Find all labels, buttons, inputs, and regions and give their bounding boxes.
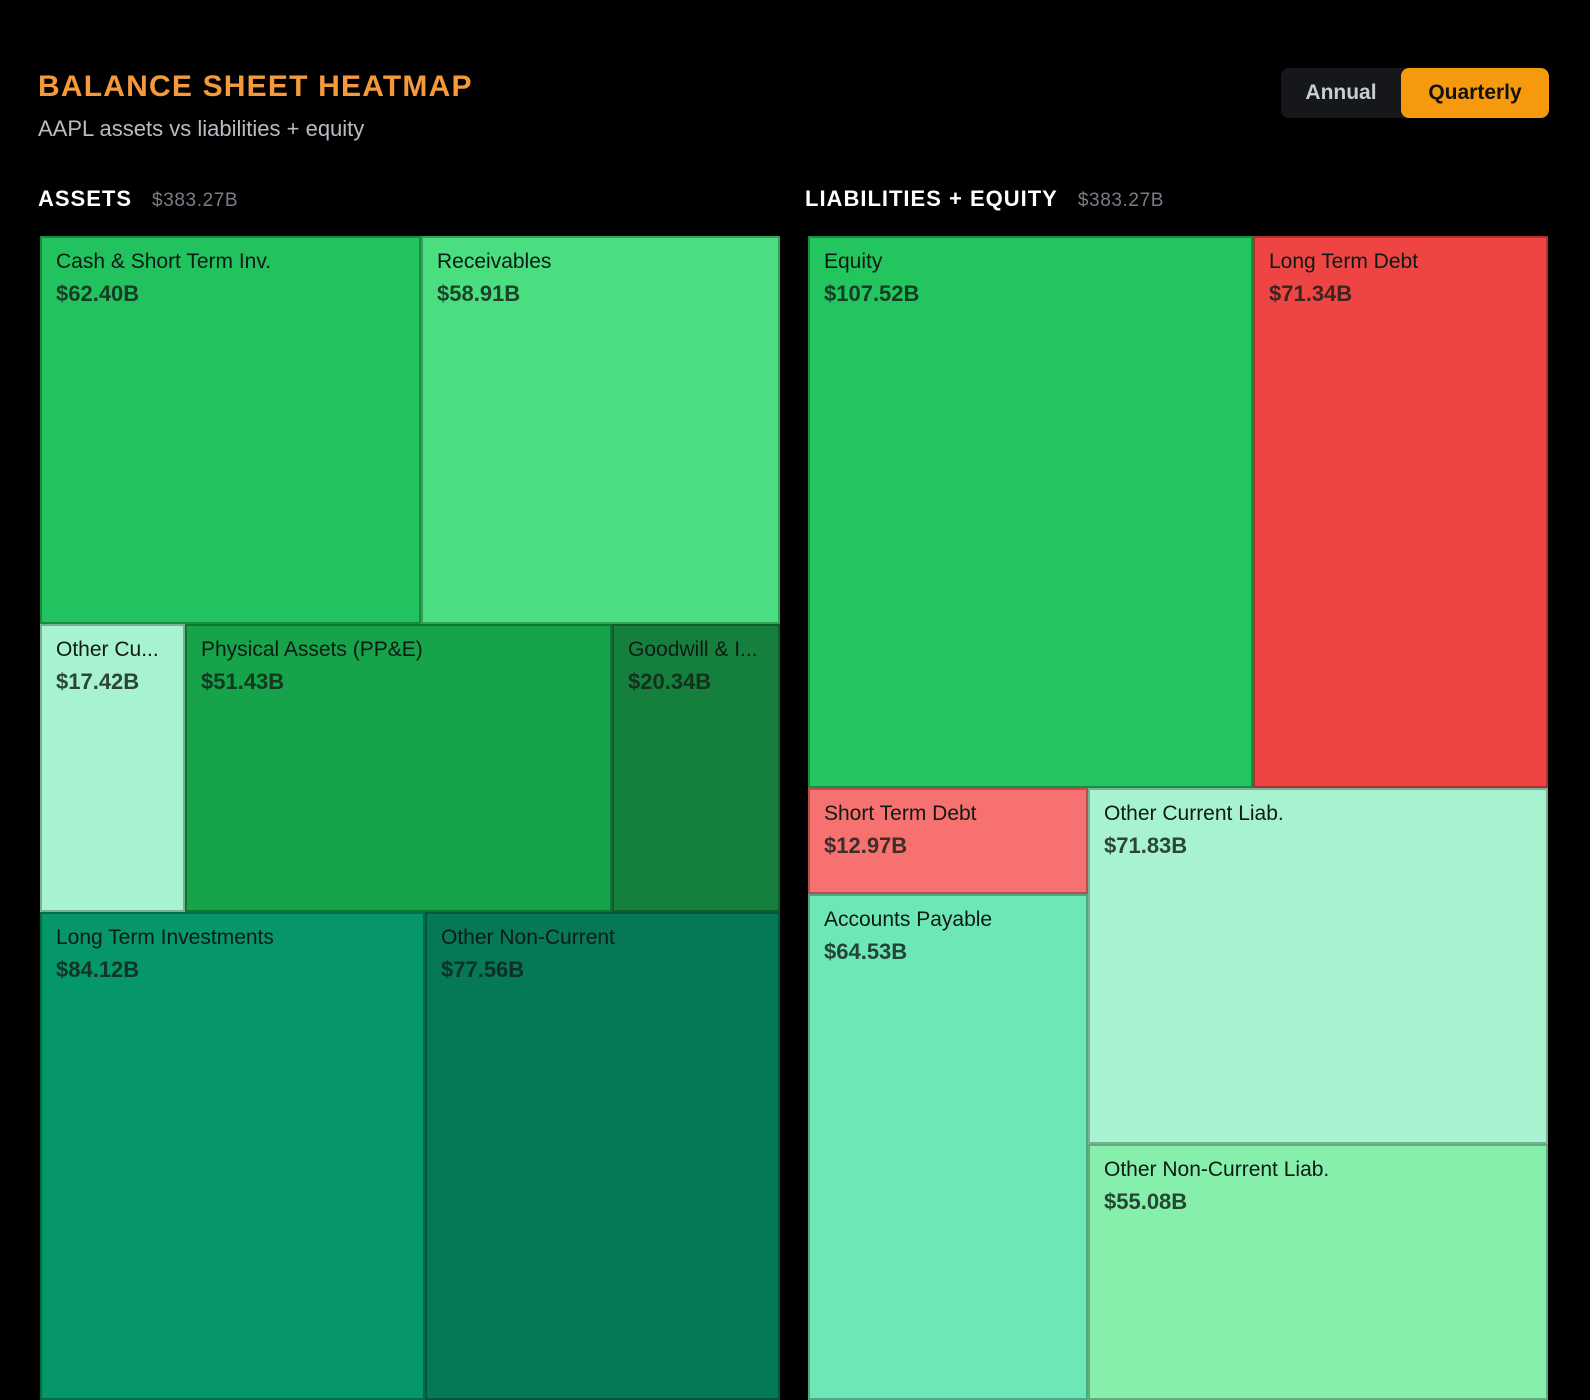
tile-value: $55.08B xyxy=(1104,1189,1188,1214)
tile-value: $71.34B xyxy=(1269,281,1353,306)
tile-value: $20.34B xyxy=(628,669,712,694)
tile-value: $51.43B xyxy=(201,669,285,694)
liabilities-equity-total: $383.27B xyxy=(1077,190,1165,211)
liabilities-equity-header: LIABILITIES + EQUITY $383.27B xyxy=(805,186,1164,212)
tile-other-current-assets[interactable]: Other Cu... $17.42B xyxy=(40,624,185,912)
liabilities-equity-label: LIABILITIES + EQUITY xyxy=(805,186,1058,211)
tile-label: Equity xyxy=(824,250,883,273)
quarterly-button[interactable]: Quarterly xyxy=(1401,68,1549,118)
tile-value: $71.83B xyxy=(1104,833,1188,858)
assets-treemap: Cash & Short Term Inv. $62.40B Receivables… xyxy=(40,236,780,1400)
tile-equity[interactable]: Equity $107.52B xyxy=(808,236,1253,788)
tile-value: $17.42B xyxy=(56,669,140,694)
tile-label: Physical Assets (PP&E) xyxy=(201,638,423,661)
tile-value: $64.53B xyxy=(824,939,908,964)
assets-label: ASSETS xyxy=(38,186,133,211)
tile-label: Other Non-Current Liab. xyxy=(1104,1158,1330,1181)
tile-accounts-payable[interactable]: Accounts Payable $64.53B xyxy=(808,894,1088,1400)
tile-other-current-liab[interactable]: Other Current Liab. $71.83B xyxy=(1088,788,1548,1144)
tile-label: Long Term Debt xyxy=(1269,250,1419,273)
tile-label: Goodwill & I... xyxy=(628,638,758,661)
annual-button[interactable]: Annual xyxy=(1305,81,1377,104)
tile-long-term-debt[interactable]: Long Term Debt $71.34B xyxy=(1253,236,1548,788)
tile-label: Other Current Liab. xyxy=(1104,802,1284,825)
tile-label: Short Term Debt xyxy=(824,802,977,825)
page-subtitle: AAPL assets vs liabilities + equity xyxy=(38,116,365,141)
tile-long-term-investments[interactable]: Long Term Investments $84.12B xyxy=(40,912,425,1400)
tile-label: Other Cu... xyxy=(56,638,159,661)
tile-label: Long Term Investments xyxy=(56,926,274,949)
tile-goodwill-and-intangibles[interactable]: Goodwill & I... $20.34B xyxy=(612,624,780,912)
assets-header: ASSETS $383.27B xyxy=(38,186,238,212)
tile-value: $84.12B xyxy=(56,957,140,982)
liabilities-equity-treemap: Equity $107.52B Long Term Debt $71.34B Short… xyxy=(808,236,1548,1400)
tile-physical-assets-ppande[interactable]: Physical Assets (PP&E) $51.43B xyxy=(185,624,612,912)
assets-total: $383.27B xyxy=(152,190,239,211)
period-toggle: Annual Quarterly xyxy=(1281,68,1549,118)
tile-label: Receivables xyxy=(437,250,552,273)
page-title: BALANCE SHEET HEATMAP xyxy=(38,70,473,103)
tile-value: $58.91B xyxy=(437,281,521,306)
tile-other-non-current[interactable]: Other Non-Current $77.56B xyxy=(425,912,780,1400)
tile-value: $62.40B xyxy=(56,281,140,306)
tile-receivables[interactable]: Receivables $58.91B xyxy=(421,236,780,624)
tile-other-non-current-liab[interactable]: Other Non-Current Liab. $55.08B xyxy=(1088,1144,1548,1400)
tile-short-term-debt[interactable]: Short Term Debt $12.97B xyxy=(808,788,1088,894)
tile-value: $12.97B xyxy=(824,833,908,858)
tile-cash-and-short-term-inv[interactable]: Cash & Short Term Inv. $62.40B xyxy=(40,236,421,624)
tile-label: Other Non-Current xyxy=(441,926,615,949)
tile-label: Accounts Payable xyxy=(824,908,993,931)
tile-value: $107.52B xyxy=(824,281,920,306)
tile-value: $77.56B xyxy=(441,957,525,982)
tile-label: Cash & Short Term Inv. xyxy=(56,250,272,273)
